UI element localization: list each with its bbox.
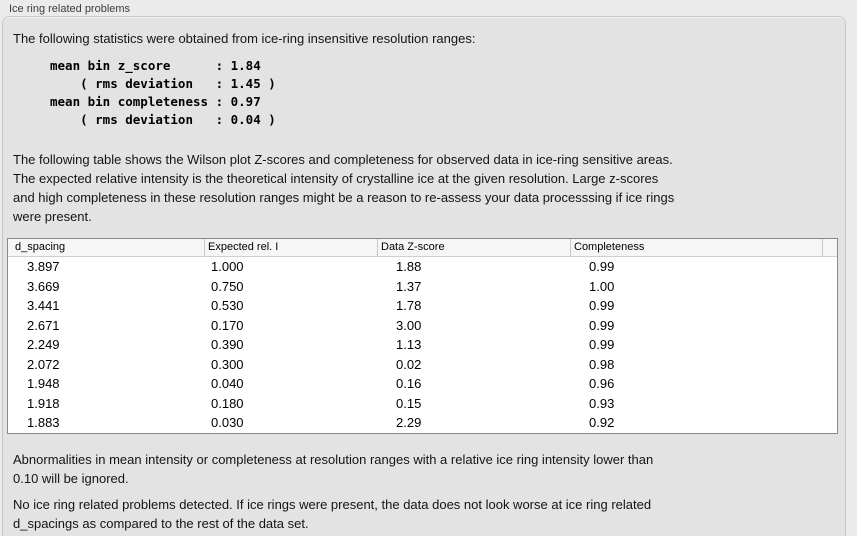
column-header[interactable] xyxy=(823,239,837,256)
stats-block: mean bin z_score : 1.84 ( rms deviation … xyxy=(50,58,276,127)
table-cell: 0.390 xyxy=(211,337,244,353)
table-cell: 3.897 xyxy=(27,259,60,275)
table-row[interactable]: 1.883 0.030 2.29 0.92 xyxy=(8,413,837,433)
table-cell: 0.750 xyxy=(211,278,244,294)
table-cell: 1.000 xyxy=(211,259,244,275)
table-row[interactable]: 2.249 0.390 1.13 0.99 xyxy=(8,335,837,355)
table-cell: 0.530 xyxy=(211,298,244,314)
table-cell: 2.072 xyxy=(27,356,60,372)
table-cell: 3.669 xyxy=(27,278,60,294)
table-cell: 3.441 xyxy=(27,298,60,314)
table-cell: 1.13 xyxy=(396,337,422,353)
table-cell: 0.99 xyxy=(589,317,615,333)
table-row[interactable]: 1.918 0.180 0.15 0.93 xyxy=(8,393,837,413)
conclusion-text: No ice ring related problems detected. I… xyxy=(13,496,652,531)
table-cell: 0.15 xyxy=(396,395,422,411)
table-row[interactable]: 2.671 0.170 3.00 0.99 xyxy=(8,315,837,335)
table-cell: 2.249 xyxy=(27,337,60,353)
table-cell: 0.96 xyxy=(589,376,615,392)
stats-intro-text: The following statistics were obtained f… xyxy=(13,31,476,46)
table-intro-text: The following table shows the Wilson plo… xyxy=(13,152,675,224)
table-cell: 0.99 xyxy=(589,259,615,275)
column-header[interactable]: Expected rel. I xyxy=(205,239,378,256)
table-body: 3.897 1.000 1.88 0.99 3.669 0.750 1.37 1.00 3.44… xyxy=(8,257,837,433)
table-cell: 0.16 xyxy=(396,376,422,392)
ice-ring-table[interactable]: d_spacing Expected rel. I Data Z-score Comp… xyxy=(7,238,838,434)
table-header-row: d_spacing Expected rel. I Data Z-score Comp… xyxy=(8,239,837,257)
table-cell: 1.78 xyxy=(396,298,422,314)
table-cell: 0.99 xyxy=(589,298,615,314)
table-cell: 0.02 xyxy=(396,356,422,372)
table-cell: 1.948 xyxy=(27,376,60,392)
table-row[interactable]: 2.072 0.300 0.02 0.98 xyxy=(8,354,837,374)
table-row[interactable]: 3.441 0.530 1.78 0.99 xyxy=(8,296,837,316)
table-cell: 2.671 xyxy=(27,317,60,333)
table-cell: 1.88 xyxy=(396,259,422,275)
table-cell: 3.00 xyxy=(396,317,422,333)
table-cell: 0.040 xyxy=(211,376,244,392)
ice-ring-group-box: The following statistics were obtained f… xyxy=(2,16,846,536)
column-header[interactable]: Data Z-score xyxy=(378,239,571,256)
group-box-title: Ice ring related problems xyxy=(9,3,131,15)
table-cell: 1.00 xyxy=(589,278,615,294)
table-cell: 0.98 xyxy=(589,356,615,372)
table-cell: 0.170 xyxy=(211,317,244,333)
ignore-threshold-note: Abnormalities in mean intensity or compl… xyxy=(13,451,654,486)
table-row[interactable]: 3.669 0.750 1.37 1.00 xyxy=(8,276,837,296)
column-header[interactable]: d_spacing xyxy=(8,239,205,256)
table-cell: 1.37 xyxy=(396,278,422,294)
table-cell: 0.99 xyxy=(589,337,615,353)
table-cell: 0.92 xyxy=(589,415,615,431)
table-cell: 0.300 xyxy=(211,356,244,372)
table-cell: 0.93 xyxy=(589,395,615,411)
table-row[interactable]: 1.948 0.040 0.16 0.96 xyxy=(8,374,837,394)
table-row[interactable]: 3.897 1.000 1.88 0.99 xyxy=(8,257,837,277)
table-cell: 0.030 xyxy=(211,415,244,431)
table-cell: 1.918 xyxy=(27,395,60,411)
table-cell: 0.180 xyxy=(211,395,244,411)
table-cell: 1.883 xyxy=(27,415,60,431)
column-header[interactable]: Completeness xyxy=(571,239,823,256)
table-cell: 2.29 xyxy=(396,415,422,431)
